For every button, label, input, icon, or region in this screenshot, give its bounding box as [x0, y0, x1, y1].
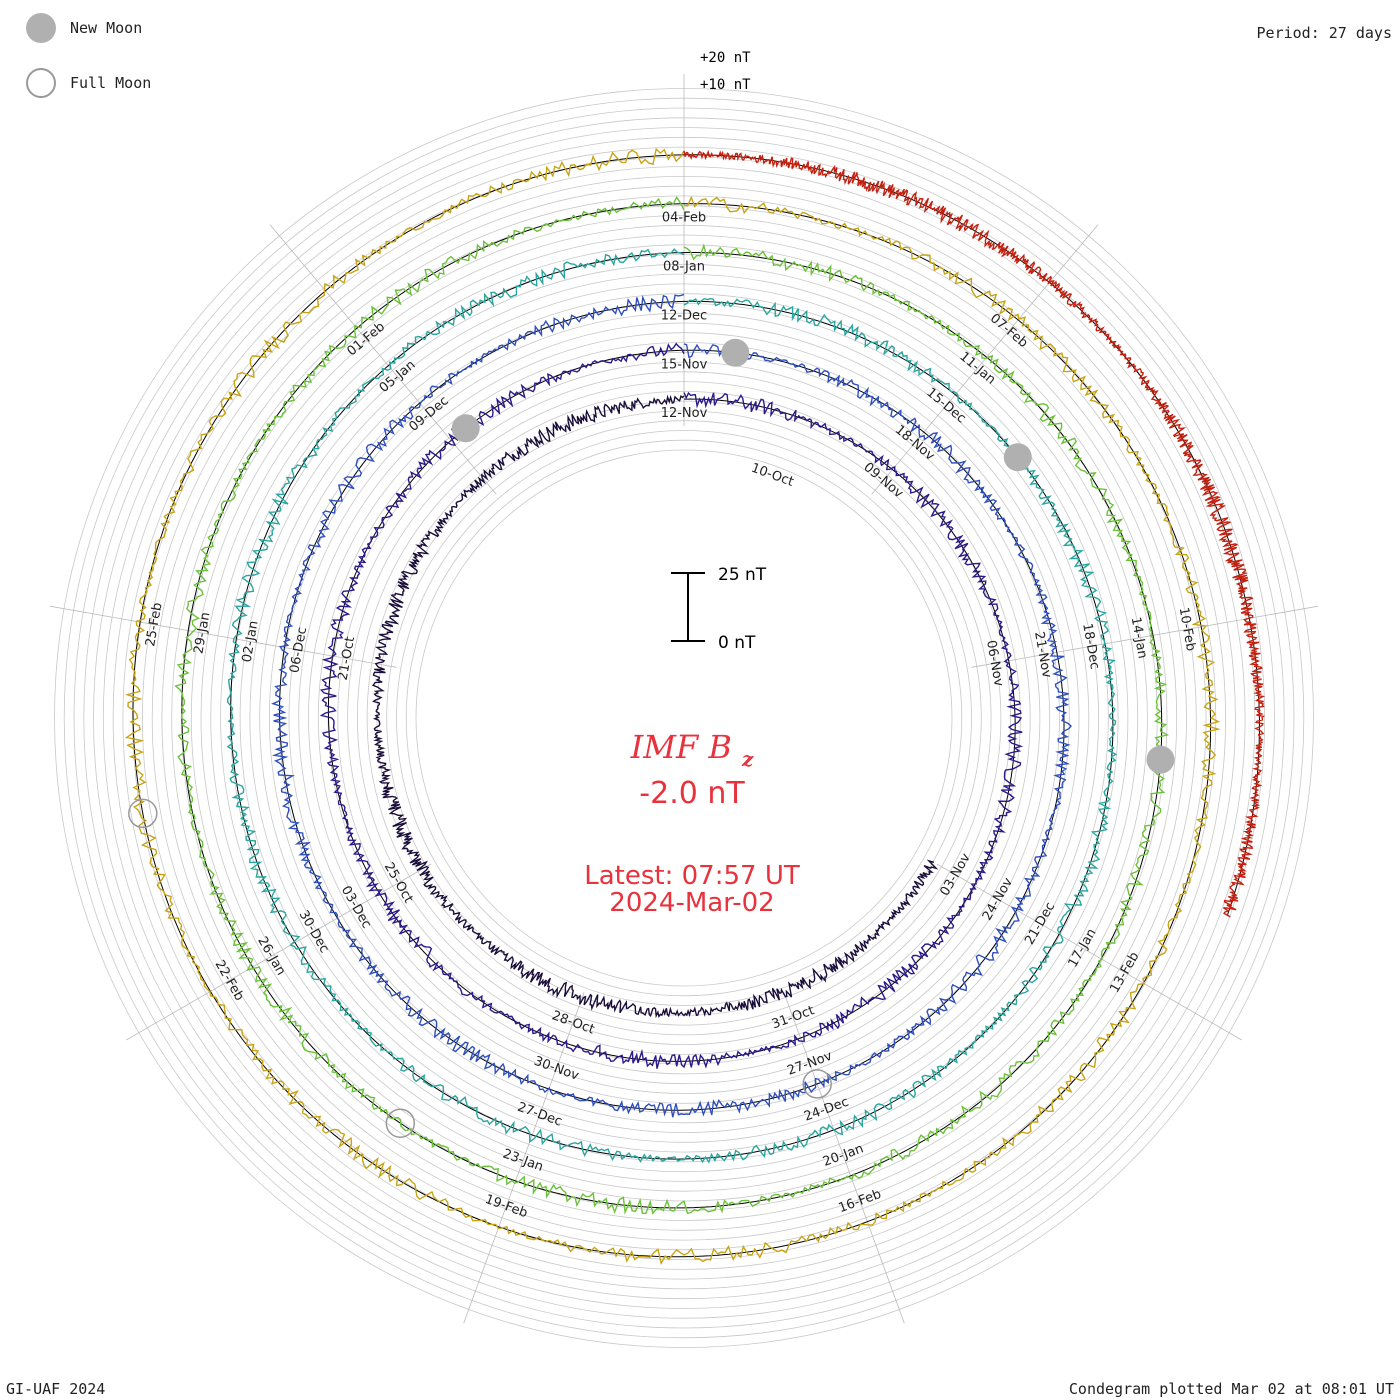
grid-spoke — [871, 224, 1099, 495]
series-line-turn-4 — [174, 195, 1170, 1215]
center-title-subscript: z — [741, 747, 754, 771]
date-label: 20-Jan — [821, 1141, 866, 1169]
date-label: 08-Jan — [663, 260, 705, 275]
grid-spoke — [126, 863, 432, 1041]
grid-circle — [347, 381, 1021, 1055]
legend-new-moon: New Moon — [26, 13, 142, 43]
date-label: 29-Jan — [191, 611, 213, 655]
center-value: -2.0 nT — [639, 776, 745, 811]
date-label: 04-Feb — [662, 211, 706, 226]
date-label: 12-Nov — [661, 406, 708, 421]
reference-label-20: +20 nT — [700, 50, 751, 66]
date-label: 23-Jan — [501, 1146, 546, 1174]
date-label: 31-Oct — [770, 1003, 817, 1032]
date-label: 22-Feb — [211, 958, 246, 1004]
date-label: 24-Nov — [980, 875, 1016, 923]
grid-circle — [386, 420, 982, 1016]
grid-spoke — [463, 992, 585, 1324]
grid-circle — [278, 312, 1090, 1124]
date-label: 03-Dec — [338, 884, 374, 932]
date-label: 03-Nov — [938, 851, 974, 899]
new-moon-marker — [1003, 443, 1032, 472]
zero-baseline — [279, 300, 1065, 1111]
scale-bar-top-label: 25 nT — [718, 565, 767, 585]
date-label: 01-Feb — [344, 319, 388, 359]
new-moon-marker — [721, 338, 750, 367]
grid-circle — [415, 449, 953, 987]
date-label: 21-Dec — [1022, 900, 1058, 948]
date-label: 19-Feb — [483, 1192, 530, 1221]
series-line-turn-6 — [683, 149, 1266, 918]
grid-spoke — [49, 605, 397, 668]
date-label: 24-Dec — [802, 1095, 851, 1125]
date-label: 15-Dec — [923, 385, 968, 426]
center-title-main: IMF B — [630, 728, 732, 766]
series-line-turn-5 — [124, 147, 1221, 1266]
legend-new-moon-label: New Moon — [70, 19, 143, 37]
date-label: 02-Jan — [240, 620, 262, 664]
period-label: Period: 27 days — [1256, 24, 1392, 42]
new-moon-marker — [451, 414, 480, 443]
full-moon-marker — [385, 1108, 416, 1138]
grid-circle — [288, 322, 1080, 1114]
full-moon-marker — [128, 798, 158, 829]
legend-full-moon: Full Moon — [26, 68, 151, 98]
center-date: 2024-Mar-02 — [609, 888, 774, 918]
series-line-turn-0 — [371, 394, 939, 1019]
date-label: 25-Feb — [143, 602, 165, 648]
center-latest: Latest: 07:57 UT — [584, 861, 800, 891]
legend-full-moon-label: Full Moon — [70, 74, 152, 92]
grid-circle — [337, 371, 1031, 1065]
new-moon-marker — [1146, 745, 1175, 774]
date-label: 28-Oct — [550, 1008, 597, 1037]
grid-circle — [376, 410, 992, 1026]
grid-circle — [405, 439, 963, 997]
full-moon-marker — [802, 1069, 832, 1099]
date-label: 05-Jan — [377, 357, 419, 395]
grid-circle — [356, 390, 1012, 1046]
full-moon-icon — [26, 68, 56, 98]
reference-label-10: +10 nT — [700, 77, 751, 93]
grid-circle — [308, 342, 1060, 1094]
moon-layer — [128, 338, 1175, 1138]
series-line-turn-3 — [226, 248, 1118, 1164]
date-label: 06-Dec — [287, 626, 310, 674]
center-title: IMF B z — [630, 728, 754, 771]
series-line-turn-1 — [319, 342, 1024, 1069]
date-label: 16-Feb — [837, 1187, 884, 1216]
series-layer — [124, 147, 1266, 1266]
scale-bar-bottom-label: 0 nT — [718, 633, 756, 653]
grid-spoke — [269, 224, 497, 495]
grid-spoke — [936, 863, 1242, 1041]
grid-circle — [396, 430, 972, 1006]
date-label: 21-Oct — [336, 636, 358, 682]
series-line-turn-2 — [271, 293, 1072, 1118]
date-label: 09-Nov — [860, 460, 906, 502]
date-label: 12-Dec — [661, 308, 707, 323]
date-label: 17-Jan — [1066, 926, 1100, 970]
date-label: 15-Nov — [661, 357, 708, 372]
grid-circle — [298, 332, 1070, 1104]
new-moon-icon — [26, 13, 56, 43]
zero-baseline — [181, 203, 1163, 1209]
footer-credit: GI-UAF 2024 — [6, 1380, 106, 1398]
date-label: 27-Dec — [515, 1100, 564, 1130]
scale-bar: 25 nT 0 nT — [671, 565, 767, 653]
grid-spoke — [971, 605, 1319, 668]
date-label: 30-Nov — [532, 1054, 581, 1084]
grid-spoke — [783, 992, 905, 1324]
date-label: 14-Jan — [1128, 616, 1150, 660]
footer-plotted: Condegram plotted Mar 02 at 08:01 UT — [1068, 1380, 1394, 1398]
